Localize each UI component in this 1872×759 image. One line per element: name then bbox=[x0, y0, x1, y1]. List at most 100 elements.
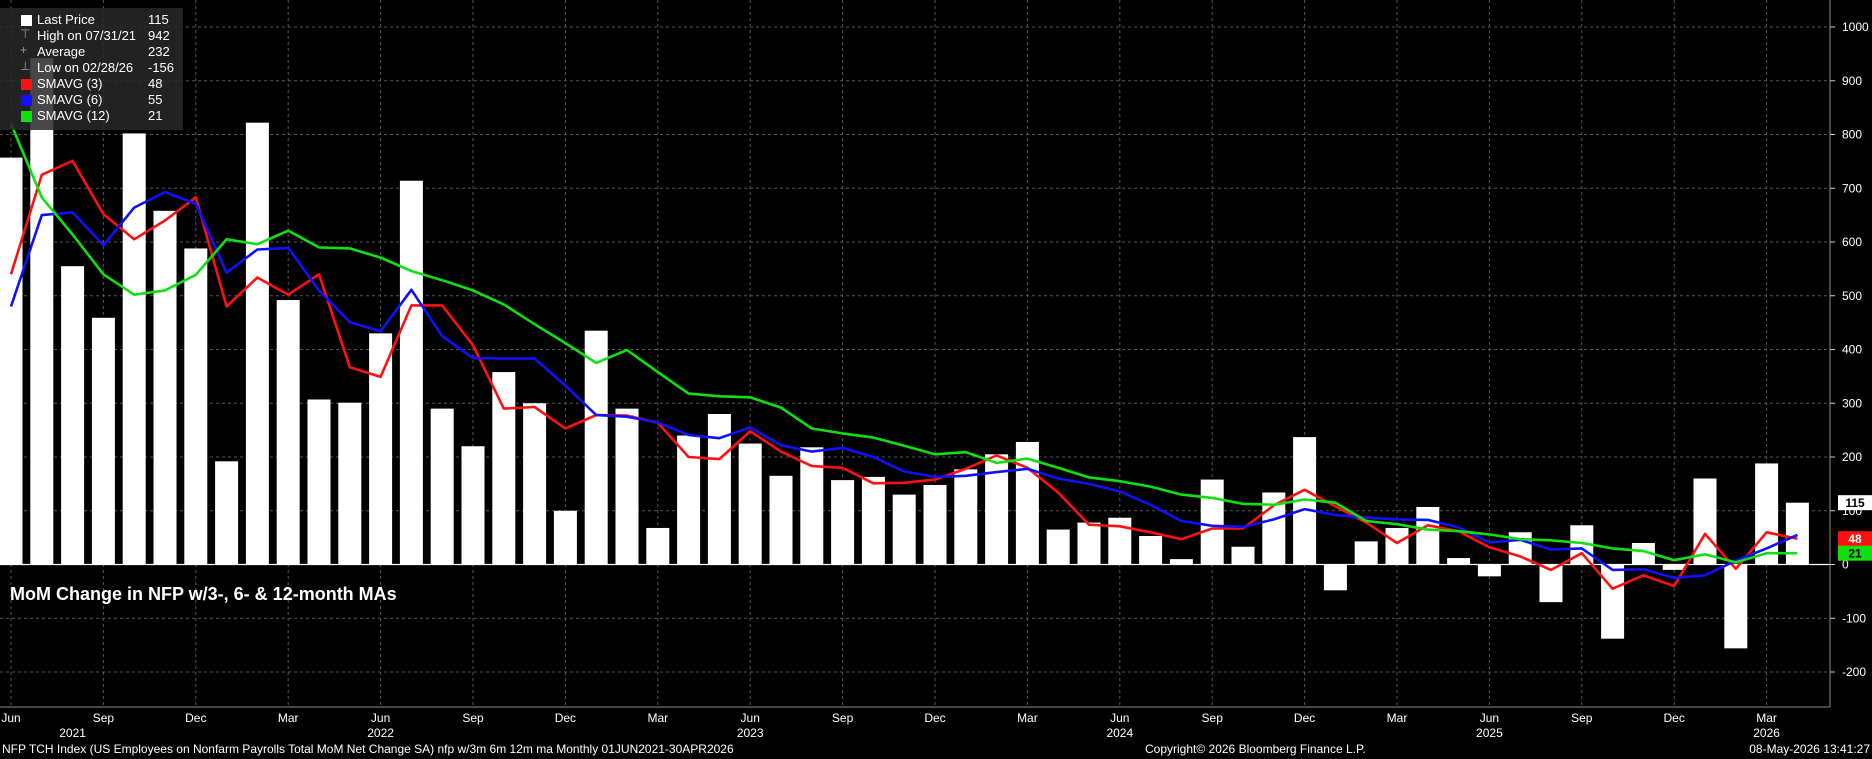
bar bbox=[461, 446, 485, 565]
y-tick-label: 0 bbox=[1842, 558, 1849, 572]
bar bbox=[831, 480, 855, 565]
bar bbox=[369, 333, 393, 565]
y-tick-label: 600 bbox=[1842, 235, 1862, 249]
legend-label: Low on 02/28/26 bbox=[37, 60, 134, 75]
y-tick-label: 700 bbox=[1842, 181, 1862, 195]
bar bbox=[769, 475, 793, 565]
legend-value: 55 bbox=[148, 92, 163, 107]
bar bbox=[307, 399, 331, 565]
bar bbox=[1200, 479, 1224, 565]
x-tick-label: Mar bbox=[647, 711, 668, 725]
bar bbox=[30, 58, 54, 565]
bar bbox=[1385, 527, 1409, 565]
y-tick-label: -200 bbox=[1842, 665, 1866, 679]
edge-value-badge bbox=[1838, 495, 1872, 511]
bar bbox=[1631, 543, 1655, 565]
bar bbox=[1539, 564, 1563, 603]
edge-value-label: 21 bbox=[1848, 547, 1862, 561]
x-tick-label: Dec bbox=[1664, 711, 1685, 725]
bar bbox=[1077, 522, 1101, 565]
legend-value: 232 bbox=[148, 44, 170, 59]
bar bbox=[1231, 546, 1255, 565]
legend-item: SMAVG (12) 21 bbox=[0, 108, 183, 124]
bar bbox=[1354, 541, 1378, 565]
y-tick-label: 500 bbox=[1842, 289, 1862, 303]
legend-glyph-icon: ⊤ bbox=[20, 27, 31, 41]
bar bbox=[492, 372, 516, 565]
legend-glyph-icon: ⊥ bbox=[20, 59, 31, 73]
x-tick-label: Jun bbox=[1110, 711, 1129, 725]
x-tick-label: Jun bbox=[1, 711, 20, 725]
bar bbox=[0, 157, 23, 565]
bar bbox=[553, 510, 577, 565]
bar bbox=[1323, 564, 1347, 591]
bar bbox=[1601, 564, 1625, 639]
x-tick-label: Dec bbox=[555, 711, 576, 725]
legend-swatch bbox=[21, 79, 32, 90]
footer-copyright: Copyright© 2026 Bloomberg Finance L.P. bbox=[1145, 742, 1366, 756]
legend-item: Last Price 115 bbox=[0, 12, 183, 28]
series-line bbox=[9, 159, 1798, 591]
x-year-label: 2022 bbox=[367, 726, 394, 740]
x-tick-label: Mar bbox=[1017, 711, 1038, 725]
series-line bbox=[9, 123, 1798, 564]
edge-value-label: 115 bbox=[1845, 496, 1865, 510]
bar bbox=[430, 408, 454, 565]
bar bbox=[245, 122, 269, 565]
bar bbox=[1693, 478, 1717, 565]
y-tick-label: 1000 bbox=[1842, 20, 1869, 34]
bar bbox=[338, 402, 362, 565]
x-year-label: 2024 bbox=[1106, 726, 1133, 740]
x-tick-label: Sep bbox=[462, 711, 484, 725]
bar bbox=[1785, 502, 1809, 565]
bar bbox=[923, 484, 947, 565]
x-tick-label: Sep bbox=[1202, 711, 1224, 725]
x-year-label: 2023 bbox=[737, 726, 764, 740]
legend-item: SMAVG (6) 55 bbox=[0, 92, 183, 108]
x-tick-label: Mar bbox=[1756, 711, 1777, 725]
chart-annotation: MoM Change in NFP w/3-, 6- & 12-month MA… bbox=[10, 584, 397, 604]
y-tick-label: 200 bbox=[1842, 450, 1862, 464]
x-tick-label: Jun bbox=[741, 711, 760, 725]
x-tick-label: Dec bbox=[924, 711, 945, 725]
x-tick-label: Dec bbox=[1294, 711, 1315, 725]
legend-item: ⊥ Low on 02/28/26 -156 bbox=[0, 59, 183, 76]
legend-label: SMAVG (3) bbox=[37, 76, 103, 91]
bar bbox=[646, 527, 670, 565]
bar bbox=[584, 330, 608, 565]
footer-timestamp: 08-May-2026 13:41:27 bbox=[1749, 742, 1870, 756]
bar bbox=[1169, 559, 1193, 565]
edge-value-badge bbox=[1838, 545, 1872, 561]
x-year-label: 2021 bbox=[59, 726, 86, 740]
legend-value: 21 bbox=[148, 108, 163, 123]
legend-swatch bbox=[21, 95, 32, 106]
legend-label: SMAVG (12) bbox=[37, 108, 110, 123]
bar bbox=[1046, 529, 1070, 565]
legend-value: 48 bbox=[148, 76, 163, 91]
edge-value-label: 48 bbox=[1848, 532, 1862, 546]
bar bbox=[861, 476, 885, 565]
legend-glyph-icon: + bbox=[20, 43, 28, 57]
legend-item: SMAVG (3) 48 bbox=[0, 76, 183, 92]
bar bbox=[1724, 564, 1748, 649]
bar bbox=[892, 494, 916, 565]
legend-value: 115 bbox=[148, 12, 169, 27]
y-tick-label: -100 bbox=[1842, 611, 1866, 625]
x-tick-label: Sep bbox=[1571, 711, 1593, 725]
bar bbox=[215, 461, 239, 565]
x-tick-label: Jun bbox=[371, 711, 390, 725]
x-tick-label: Sep bbox=[832, 711, 854, 725]
bar bbox=[1447, 558, 1471, 565]
bar bbox=[1662, 564, 1686, 570]
legend-swatch bbox=[21, 15, 32, 26]
x-tick-label: Mar bbox=[1387, 711, 1408, 725]
legend-value: 942 bbox=[148, 28, 170, 43]
bar bbox=[276, 300, 300, 565]
bar bbox=[985, 454, 1009, 565]
legend-item: + Average 232 bbox=[0, 43, 183, 60]
legend-swatch bbox=[21, 111, 32, 122]
bar bbox=[738, 443, 762, 565]
y-tick-label: 400 bbox=[1842, 343, 1862, 357]
bar bbox=[615, 408, 639, 565]
bar bbox=[707, 414, 731, 565]
